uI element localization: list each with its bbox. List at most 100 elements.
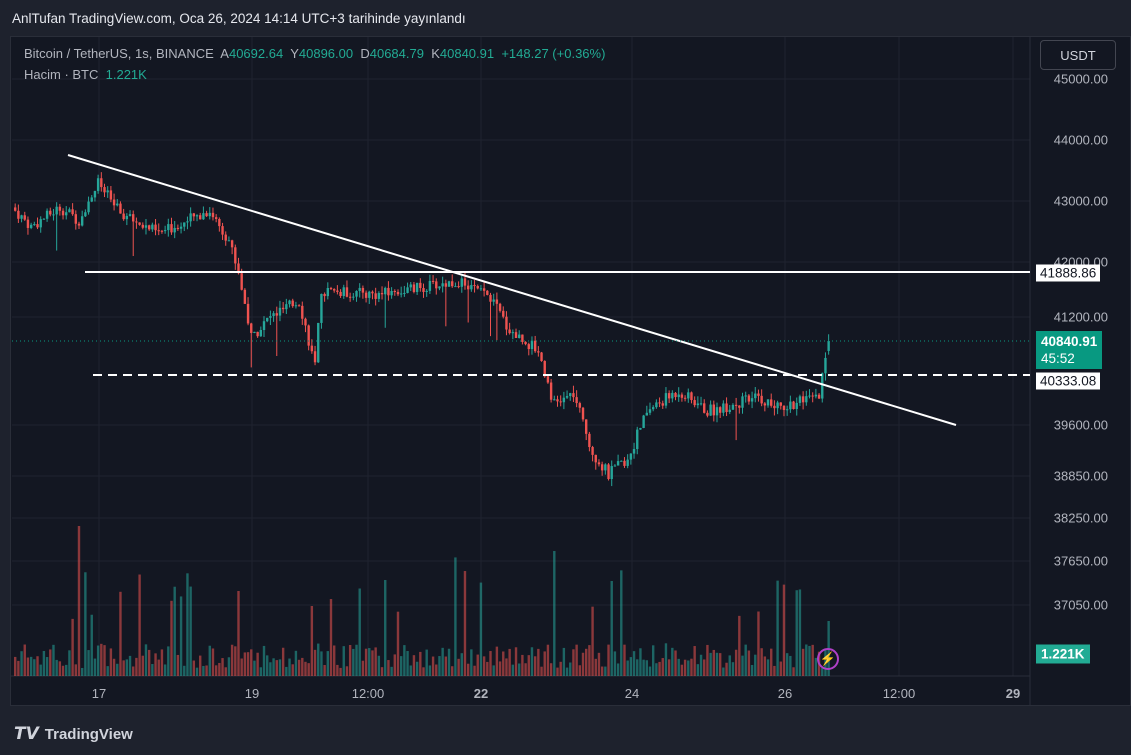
volume-bar xyxy=(29,656,33,676)
price-tick: 37650.00 xyxy=(1053,553,1108,569)
volume-bar xyxy=(808,645,811,676)
candle-body xyxy=(511,332,515,334)
candle-body xyxy=(718,407,722,413)
volume-bar xyxy=(543,651,546,676)
symbol-label[interactable]: Bitcoin / TetherUS, 1s, BINANCE xyxy=(24,46,214,61)
candle-body xyxy=(667,393,671,399)
candle-body xyxy=(253,331,256,333)
candle-body xyxy=(754,393,757,399)
candle-body xyxy=(243,289,247,304)
candle-body xyxy=(466,285,470,290)
volume-bar xyxy=(518,663,521,676)
candle-body xyxy=(479,288,483,290)
candle-body xyxy=(399,293,403,295)
volume-bar xyxy=(476,654,479,676)
candle-body xyxy=(275,313,278,316)
candle-body xyxy=(278,307,282,316)
candle-body xyxy=(348,296,352,298)
candle-body xyxy=(100,178,103,188)
candle-body xyxy=(597,462,601,465)
candle-body xyxy=(192,213,196,217)
candle-body xyxy=(234,247,237,264)
volume-bar xyxy=(285,666,288,676)
volume-bar xyxy=(74,664,77,676)
volume-value: 1.221K xyxy=(105,67,147,82)
volume-bar xyxy=(122,660,125,676)
candle-body xyxy=(757,393,760,396)
candle-body xyxy=(661,403,664,406)
lightning-icon[interactable]: ⚡ xyxy=(817,648,839,670)
candle-body xyxy=(119,203,122,214)
time-tick: 29 xyxy=(1005,686,1021,701)
volume-bar xyxy=(358,588,361,676)
candle-body xyxy=(792,401,795,409)
volume-bar xyxy=(326,651,330,676)
candle-body xyxy=(285,304,288,310)
volume-bar xyxy=(814,657,818,676)
volume-bar xyxy=(135,657,138,676)
candle-body xyxy=(610,466,613,480)
volume-bar xyxy=(779,661,782,676)
candle-body xyxy=(80,216,84,226)
volume-bar xyxy=(674,650,677,676)
volume-bar xyxy=(352,648,355,676)
candle-body xyxy=(703,403,706,413)
volume-bar xyxy=(438,656,441,676)
volume-bar xyxy=(100,643,103,676)
volume-bar xyxy=(374,647,377,676)
volume-bar xyxy=(562,647,566,676)
candle-body xyxy=(374,293,377,299)
volume-bar xyxy=(106,666,109,676)
volume-bar xyxy=(744,644,747,676)
volume-bar xyxy=(712,649,715,676)
candle-body xyxy=(323,293,326,297)
candle-body xyxy=(23,215,26,220)
candle-body xyxy=(569,393,572,397)
price-tick: 44000.00 xyxy=(1053,132,1108,148)
volume-bar xyxy=(234,646,237,676)
candle-body xyxy=(345,287,349,297)
candle-body xyxy=(326,288,330,297)
time-tick: 12:00 xyxy=(882,686,916,701)
candle-body xyxy=(227,240,231,242)
candle-body xyxy=(808,395,811,397)
candle-body xyxy=(154,224,157,231)
candle-body xyxy=(307,325,310,346)
candle-body xyxy=(202,213,205,220)
volume-bar xyxy=(71,618,74,676)
volume-bar xyxy=(399,656,403,676)
volume-bar xyxy=(537,648,540,676)
volume-bar xyxy=(272,658,275,676)
volume-bar xyxy=(479,582,483,676)
candle-body xyxy=(776,402,779,409)
volume-bar xyxy=(648,666,652,676)
volume-bar xyxy=(715,652,719,676)
volume-bar xyxy=(431,656,435,676)
candle-body xyxy=(623,460,626,466)
candle-body xyxy=(585,419,588,434)
price-tick: 38850.00 xyxy=(1053,468,1108,484)
candle-body xyxy=(476,286,479,289)
candle-body xyxy=(444,283,448,287)
volume-bar xyxy=(266,655,269,676)
volume-label[interactable]: Hacim · BTC xyxy=(24,67,99,82)
candle-body xyxy=(361,287,365,293)
volume-bar xyxy=(61,665,65,676)
currency-button[interactable]: USDT xyxy=(1040,40,1116,70)
candle-body xyxy=(52,214,55,216)
volume-bar xyxy=(687,660,690,676)
candle-body xyxy=(518,334,521,338)
volume-bar xyxy=(655,663,658,676)
volume-bar xyxy=(754,654,757,676)
candle-body xyxy=(431,280,435,282)
volume-bar xyxy=(454,557,457,676)
candle-body xyxy=(176,227,180,229)
candle-body xyxy=(301,305,304,319)
candle-body xyxy=(58,206,62,211)
volume-bar xyxy=(173,586,176,676)
candle-body xyxy=(294,305,298,307)
candle-body xyxy=(189,213,192,222)
volume-bar xyxy=(728,655,731,676)
candle-body xyxy=(116,203,119,206)
